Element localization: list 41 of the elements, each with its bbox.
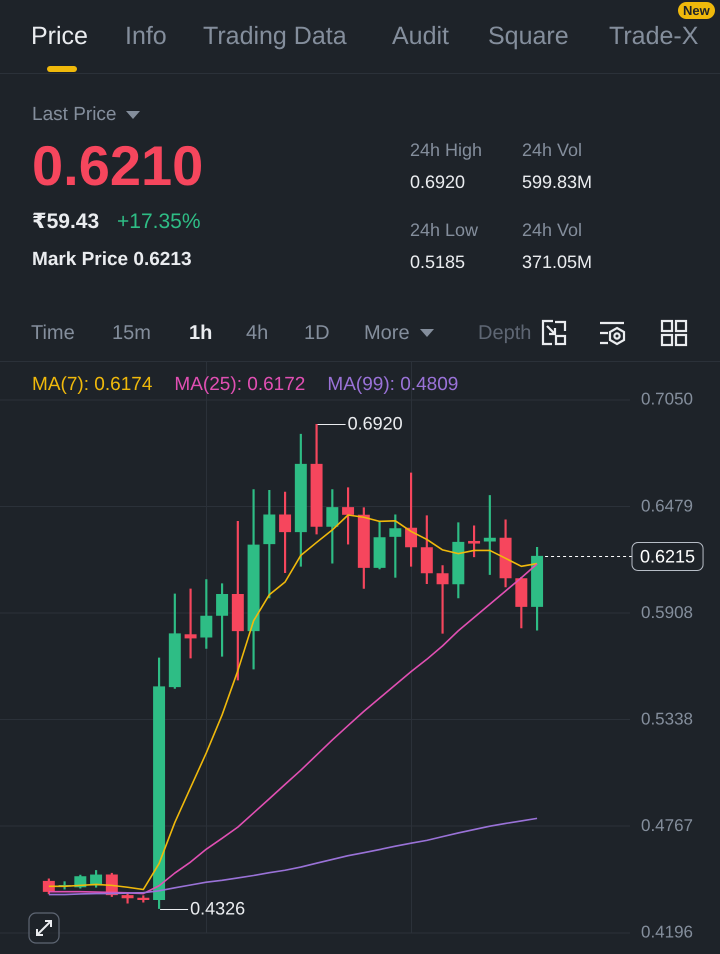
text: 1D (304, 321, 330, 345)
text: MA(7): 0.6174 (32, 374, 152, 395)
y-tick-label: 0.5908 (641, 602, 693, 622)
annotation: 0.6920 (348, 413, 403, 434)
badge: New (678, 2, 715, 19)
text: 1h (189, 321, 212, 345)
text: +17.35% (117, 209, 200, 235)
y-tick-label: 0.6479 (641, 496, 693, 516)
y-tick-label: 0.4767 (641, 816, 693, 835)
ref-line-label: 0.6215 (640, 546, 696, 566)
text: 24h Vol (522, 220, 582, 242)
y-tick-label: 0.7050 (641, 390, 693, 409)
text: Price (31, 21, 88, 51)
text: MA(99): 0.4809 (327, 374, 458, 395)
text: Trade-X (609, 21, 698, 51)
annotation: 0.4326 (190, 898, 246, 918)
candlestick (484, 495, 496, 575)
text: Last Price (32, 104, 116, 126)
text: Info (125, 21, 167, 51)
text: Square (488, 21, 569, 51)
text: Depth (478, 321, 532, 345)
text: 24h Low (410, 220, 478, 242)
text: ₹59.43 (32, 209, 100, 235)
text: 24h High (410, 140, 482, 162)
text: 4h (246, 321, 268, 345)
text: 0.6920 (410, 172, 466, 194)
text: 0.5185 (410, 252, 466, 274)
text: Trading Data (203, 21, 347, 51)
y-tick-label: 0.4196 (641, 922, 693, 942)
text: MA(25): 0.6172 (174, 374, 306, 395)
y-tick-label: 0.5338 (641, 709, 693, 728)
text: 599.83M (522, 172, 592, 194)
text: Audit (392, 21, 449, 51)
text: 15m (112, 321, 151, 345)
text: Mark Price 0.6213 (32, 248, 192, 272)
text: 24h Vol (522, 140, 582, 162)
text: 0.6210 (32, 133, 204, 200)
candlestick (389, 514, 402, 578)
text: 371.05M (522, 252, 592, 274)
text: Time (31, 321, 75, 345)
text: More (364, 321, 410, 345)
